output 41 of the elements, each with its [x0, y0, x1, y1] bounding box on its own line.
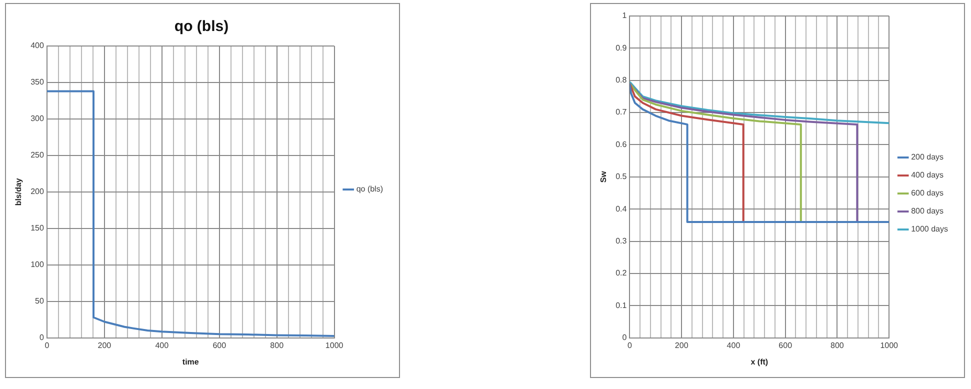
legend-label: 200 days [911, 152, 944, 162]
x-tick-label: 600 [778, 340, 793, 350]
y-tick-label: 250 [30, 150, 44, 160]
chart-title: qo (bls) [174, 18, 229, 36]
y-tick-label: 0.5 [616, 172, 628, 182]
x-axis-title: x (ft) [750, 357, 768, 366]
y-tick-label: 0.6 [616, 140, 628, 149]
y-tick-label: 1 [622, 11, 628, 20]
y-tick-label: 200 [30, 187, 44, 196]
x-tick-label: 200 [98, 340, 112, 350]
x-tick-label: 400 [155, 340, 170, 350]
y-tick-label: 0.1 [616, 300, 628, 310]
legend-label: 400 days [911, 170, 944, 180]
legend-label: 600 days [911, 188, 944, 198]
x-tick-label: 800 [270, 340, 284, 350]
x-axis-title: time [182, 357, 200, 366]
y-tick-label: 50 [35, 296, 44, 306]
x-tick-label: 200 [674, 340, 689, 350]
y-tick-label: 0 [622, 333, 628, 342]
x-tick-label: 800 [830, 340, 844, 350]
y-axis-title: Sw [599, 170, 608, 183]
legend-label: 1000 days [911, 224, 948, 234]
y-tick-label: 0.9 [616, 43, 628, 52]
y-tick-label: 0.2 [616, 268, 628, 278]
x-tick-label: 600 [212, 340, 227, 350]
y-tick-label: 350 [30, 78, 44, 87]
y-tick-label: 0 [39, 333, 44, 342]
legend-label: qo (bls) [356, 184, 384, 194]
legend-label: 800 days [911, 206, 944, 216]
y-tick-label: 0.4 [616, 204, 628, 214]
y-tick-label: 0.3 [616, 236, 628, 246]
y-tick-label: 100 [30, 260, 44, 270]
x-tick-label: 1000 [880, 340, 899, 350]
x-tick-label: 400 [726, 340, 741, 350]
x-tick-label: 1000 [325, 340, 344, 350]
y-tick-label: 0.7 [616, 108, 628, 117]
y-tick-label: 400 [30, 41, 44, 50]
y-axis-title: bls/day [14, 178, 24, 206]
y-tick-label: 150 [30, 224, 44, 233]
y-tick-label: 0.8 [616, 76, 628, 85]
y-tick-label: 300 [30, 114, 44, 124]
